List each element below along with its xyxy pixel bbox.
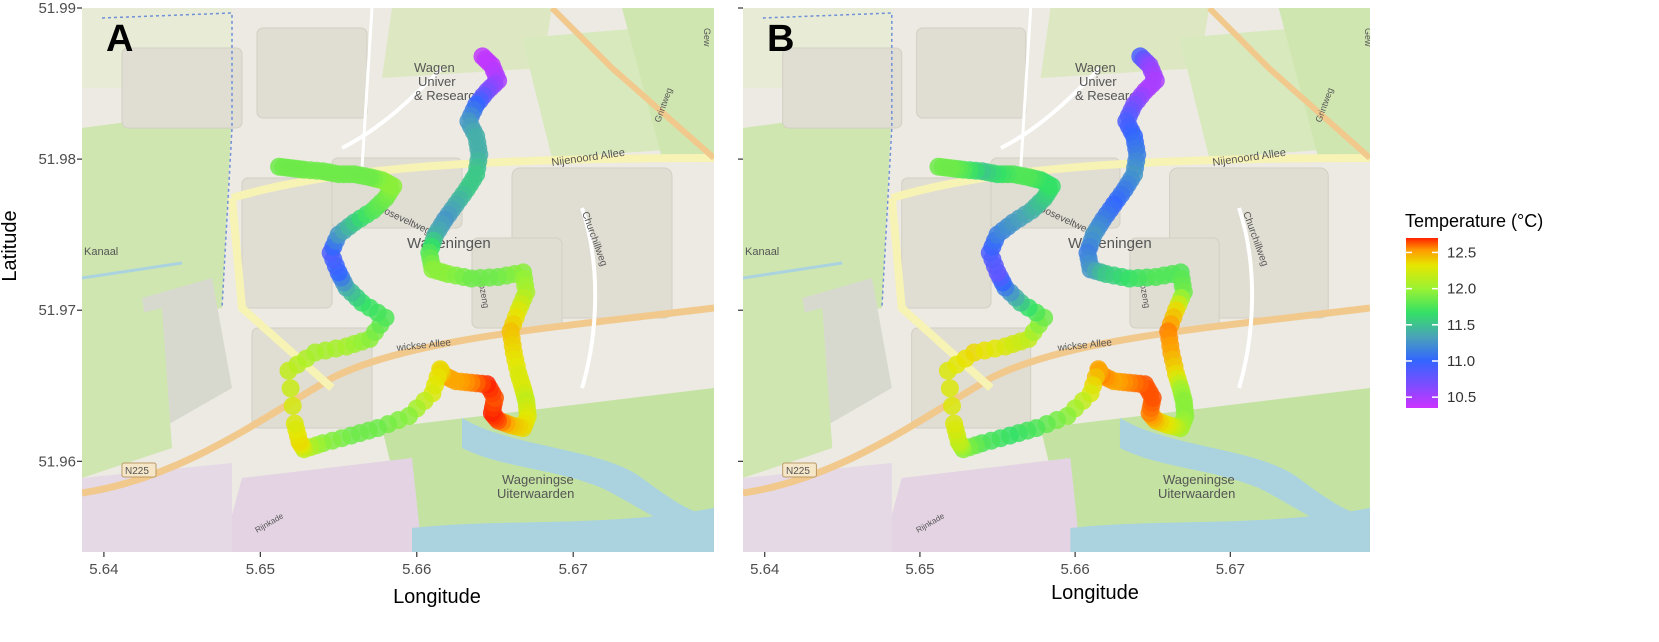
map-label-univ3: & Research <box>414 88 482 103</box>
legend-tick-label: 10.5 <box>1447 389 1476 406</box>
x-tick-label: 5.67 <box>1216 561 1245 578</box>
y-tick-label: 51.97 <box>38 302 76 319</box>
map-label-uiterwaarden2: Uiterwaarden <box>1158 486 1235 501</box>
map-label-gew: Gew <box>1363 28 1373 47</box>
map-label-kanaal: Kanaal <box>84 246 118 258</box>
axes-panel-b: 5.64 5.65 5.66 5.67 <box>738 7 1245 578</box>
map-label-univ2: Univer <box>1079 74 1117 89</box>
track-b <box>929 47 1195 459</box>
track-point-interp <box>943 396 961 415</box>
x-tick-label: 5.67 <box>559 561 588 578</box>
legend-tick-label: 12.5 <box>1447 244 1476 261</box>
map-label-uiterwaarden1: Wageningse <box>502 472 574 487</box>
y-tick-label: 51.96 <box>38 453 76 470</box>
map-label-uiterwaarden2: Uiterwaarden <box>497 486 574 501</box>
legend-tick-label: 11.5 <box>1447 317 1475 334</box>
track-point-interp <box>283 396 302 415</box>
x-tick-label: 5.66 <box>1061 561 1090 578</box>
legend-colorbar <box>1406 238 1438 408</box>
track-point <box>285 414 304 433</box>
temperature-legend: Temperature (°C) 12.5 12.0 11.5 11.0 10.5 <box>1405 211 1543 408</box>
axes-panel-a: 5.64 5.65 5.66 5.67 51.99 51.98 51.97 51.96 <box>38 0 587 578</box>
track-a <box>270 47 537 459</box>
x-tick-label: 5.65 <box>905 561 934 578</box>
y-tick-label: 51.99 <box>38 0 76 17</box>
panel-tag-b: B <box>767 18 794 60</box>
map-label-univ2: Univer <box>418 74 456 89</box>
y-axis-title: Latitude <box>0 210 21 281</box>
legend-title: Temperature (°C) <box>1405 211 1543 231</box>
x-axis-title-a: Longitude <box>393 586 481 608</box>
x-axis-title-b: Longitude <box>1051 582 1139 604</box>
track-point-interp <box>940 379 959 398</box>
panel-tag-a: A <box>106 18 133 60</box>
track-point-interp <box>281 379 300 398</box>
map-label-univ1: Wagen <box>1075 60 1116 75</box>
map-label-gew: Gew <box>702 28 712 47</box>
x-tick-label: 5.64 <box>89 561 118 578</box>
legend-tick-label: 11.0 <box>1447 353 1475 370</box>
track-point <box>929 157 948 176</box>
map-label-n225: N225 <box>786 466 810 477</box>
map-label-univ3: & Research <box>1075 88 1143 103</box>
map-label-n225: N225 <box>125 466 149 477</box>
x-tick-label: 5.65 <box>246 561 275 578</box>
map-label-univ1: Wagen <box>414 60 455 75</box>
map-label-kanaal: Kanaal <box>745 246 779 258</box>
track-point <box>945 414 964 433</box>
x-tick-label: 5.66 <box>402 561 431 578</box>
map-label-town: Wageningen <box>407 235 491 252</box>
map-label-uiterwaarden1: Wageningse <box>1163 472 1235 487</box>
track-point <box>270 157 289 176</box>
x-tick-label: 5.64 <box>750 561 779 578</box>
legend-tick-label: 12.0 <box>1447 281 1476 298</box>
y-tick-label: 51.98 <box>38 151 76 168</box>
